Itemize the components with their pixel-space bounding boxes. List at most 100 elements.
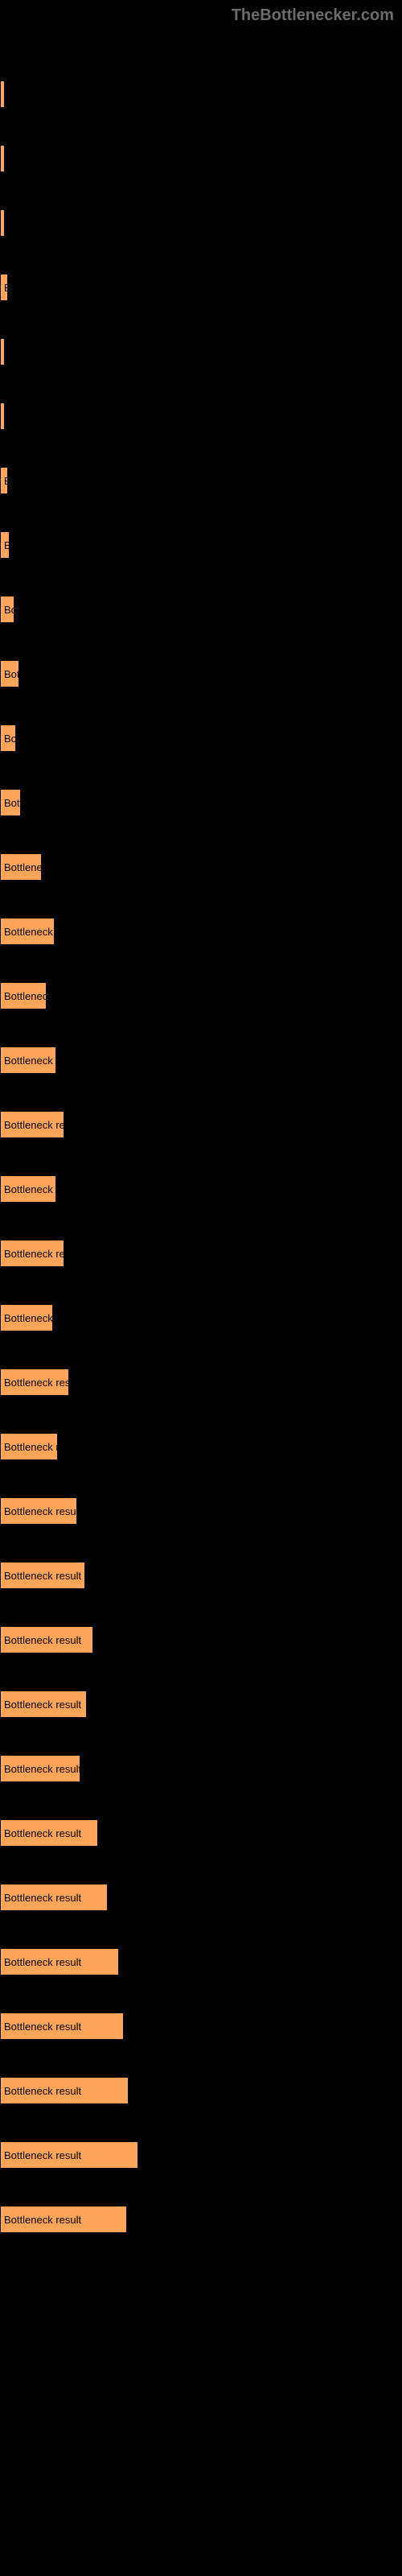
- bar-row: Bottleneck result: [0, 1175, 402, 1203]
- bar-row: Bottleneck result: [0, 1304, 402, 1331]
- bar-label: Bottleneck result: [4, 2214, 81, 2226]
- bar: Bottleneck result: [0, 1368, 69, 1396]
- bar: Bottleneck result: [0, 1562, 85, 1589]
- bar-row: Bottleneck result: [0, 209, 402, 237]
- bar-row: Bottleneck result: [0, 1948, 402, 1975]
- bar-row: Bottleneck result: [0, 1046, 402, 1074]
- bar: Bottleneck result: [0, 1948, 119, 1975]
- bar: Bottleneck result: [0, 1433, 58, 1460]
- bar: Bottleneck result: [0, 402, 5, 430]
- bar-label: Bottleneck result: [4, 153, 5, 165]
- bar: Bottleneck result: [0, 338, 5, 365]
- bar: Bottleneck result: [0, 2141, 138, 2169]
- bar-label: Bottleneck result: [4, 668, 19, 680]
- bar-label: Bottleneck result: [4, 1827, 81, 1839]
- bar-label: Bottleneck result: [4, 604, 14, 616]
- bar-label: Bottleneck result: [4, 1441, 58, 1453]
- bar-row: Bottleneck result: [0, 1755, 402, 1782]
- bar: Bottleneck result: [0, 1111, 64, 1138]
- bar-row: Bottleneck result: [0, 1433, 402, 1460]
- bar-label: Bottleneck result: [4, 1248, 64, 1260]
- bar: Bottleneck result: [0, 660, 19, 687]
- brand-header: TheBottlenecker.com: [232, 6, 394, 25]
- bar: Bottleneck result: [0, 1884, 108, 1911]
- bar-row: Bottleneck result: [0, 1240, 402, 1267]
- bar-label: Bottleneck result: [4, 2085, 81, 2097]
- bar-label: Bottleneck result: [4, 89, 5, 101]
- bar-label: Bottleneck result: [4, 1505, 77, 1517]
- bar: Bottleneck result: [0, 2206, 127, 2233]
- bar: Bottleneck result: [0, 1304, 53, 1331]
- bar-label: Bottleneck result: [4, 990, 47, 1002]
- bar-row: Bottleneck result: [0, 853, 402, 881]
- bar: Bottleneck result: [0, 2013, 124, 2040]
- bar: Bottleneck result: [0, 1175, 56, 1203]
- bar: Bottleneck result: [0, 1819, 98, 1847]
- bar: Bottleneck result: [0, 596, 14, 623]
- bar-label: Bottleneck result: [4, 282, 8, 294]
- bar-row: Bottleneck result: [0, 80, 402, 108]
- bar: Bottleneck result: [0, 2077, 129, 2104]
- bar: Bottleneck result: [0, 80, 5, 108]
- bar: Bottleneck result: [0, 918, 55, 945]
- bar-label: Bottleneck result: [4, 2149, 81, 2161]
- bar: Bottleneck result: [0, 1497, 77, 1525]
- bar-label: Bottleneck result: [4, 1119, 64, 1131]
- bar-label: Bottleneck result: [4, 1312, 53, 1324]
- bar: Bottleneck result: [0, 145, 5, 172]
- bar: Bottleneck result: [0, 1690, 87, 1718]
- bar: Bottleneck result: [0, 1240, 64, 1267]
- bar-row: Bottleneck result: [0, 660, 402, 687]
- bar-row: Bottleneck result: [0, 982, 402, 1009]
- bar-row: Bottleneck result: [0, 1111, 402, 1138]
- bar-label: Bottleneck result: [4, 1892, 81, 1904]
- bar-label: Bottleneck result: [4, 797, 21, 809]
- bar-label: Bottleneck result: [4, 733, 16, 745]
- bar-label: Bottleneck result: [4, 539, 10, 551]
- bar-row: Bottleneck result: [0, 402, 402, 430]
- bar-row: Bottleneck result: [0, 2077, 402, 2104]
- bar: Bottleneck result: [0, 1626, 93, 1653]
- bar-label: Bottleneck result: [4, 1183, 56, 1195]
- bar-row: Bottleneck result: [0, 1562, 402, 1589]
- bar-row: Bottleneck result: [0, 2013, 402, 2040]
- bar-row: Bottleneck result: [0, 1884, 402, 1911]
- bar-row: Bottleneck result: [0, 1497, 402, 1525]
- chart-area: Bottleneck result Bottleneck result Bottle…: [0, 0, 402, 2233]
- bar: Bottleneck result: [0, 982, 47, 1009]
- bar-label: Bottleneck result: [4, 475, 8, 487]
- bar-row: Bottleneck result: [0, 145, 402, 172]
- bar: Bottleneck result: [0, 209, 5, 237]
- bar-row: Bottleneck result: [0, 724, 402, 752]
- bar: Bottleneck result: [0, 1755, 80, 1782]
- bar-row: Bottleneck result: [0, 596, 402, 623]
- bar-row: Bottleneck result: [0, 918, 402, 945]
- bar: Bottleneck result: [0, 1046, 56, 1074]
- bar: Bottleneck result: [0, 789, 21, 816]
- bar: Bottleneck result: [0, 274, 8, 301]
- bar-label: Bottleneck result: [4, 1763, 80, 1775]
- bar-label: Bottleneck result: [4, 1570, 81, 1582]
- bar-label: Bottleneck result: [4, 1377, 69, 1389]
- bar-label: Bottleneck result: [4, 926, 55, 938]
- bar-row: Bottleneck result: [0, 1368, 402, 1396]
- bar-row: Bottleneck result: [0, 531, 402, 559]
- bar-label: Bottleneck result: [4, 861, 42, 873]
- bar-row: Bottleneck result: [0, 274, 402, 301]
- bar-row: Bottleneck result: [0, 338, 402, 365]
- bar-label: Bottleneck result: [4, 2021, 81, 2033]
- bar-row: Bottleneck result: [0, 2206, 402, 2233]
- bar-label: Bottleneck result: [4, 1699, 81, 1711]
- bar: Bottleneck result: [0, 853, 42, 881]
- bar-row: Bottleneck result: [0, 2141, 402, 2169]
- bar-label: Bottleneck result: [4, 1055, 56, 1067]
- bar-label: Bottleneck result: [4, 1956, 81, 1968]
- bar-row: Bottleneck result: [0, 1819, 402, 1847]
- bar-label: Bottleneck result: [4, 346, 5, 358]
- bar-label: Bottleneck result: [4, 411, 5, 423]
- bar: Bottleneck result: [0, 531, 10, 559]
- bar: Bottleneck result: [0, 467, 8, 494]
- bar: Bottleneck result: [0, 724, 16, 752]
- bar-label: Bottleneck result: [4, 217, 5, 229]
- bar-row: Bottleneck result: [0, 1690, 402, 1718]
